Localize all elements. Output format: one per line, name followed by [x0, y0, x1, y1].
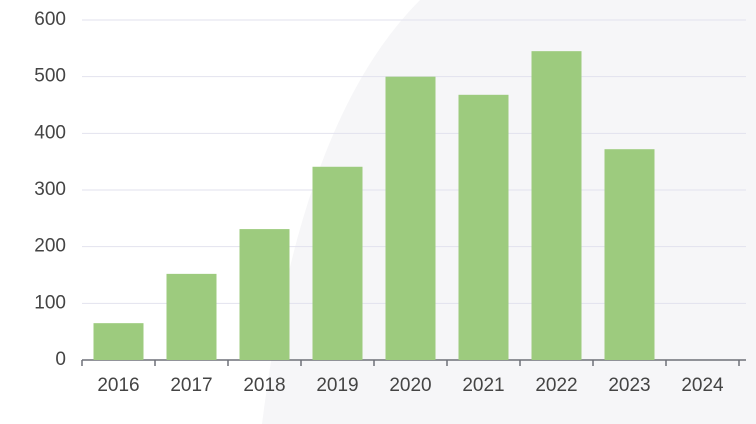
x-tick-label: 2022: [535, 375, 577, 396]
bar: [312, 166, 363, 360]
y-tick-label: 200: [34, 236, 66, 257]
y-tick-label: 0: [55, 349, 66, 370]
bar: [531, 51, 582, 361]
y-tick-label: 100: [34, 292, 66, 313]
x-tick-label: 2018: [243, 375, 285, 396]
x-tick-label: 2019: [316, 375, 358, 396]
bar: [604, 149, 655, 360]
x-tick-label: 2020: [389, 375, 431, 396]
x-tick-label: 2023: [608, 375, 650, 396]
bar: [166, 273, 217, 360]
x-tick-label: 2021: [462, 375, 504, 396]
x-tick-label: 2017: [170, 375, 212, 396]
y-tick-label: 300: [34, 179, 66, 200]
bar: [458, 94, 509, 361]
y-tick-label: 400: [34, 122, 66, 143]
y-tick-label: 600: [34, 9, 66, 30]
bar: [385, 76, 436, 361]
bar: [93, 323, 144, 360]
y-tick-label: 500: [34, 66, 66, 87]
x-tick-label: 2016: [97, 375, 139, 396]
bar: [239, 229, 290, 360]
x-tick-label: 2024: [681, 375, 724, 396]
